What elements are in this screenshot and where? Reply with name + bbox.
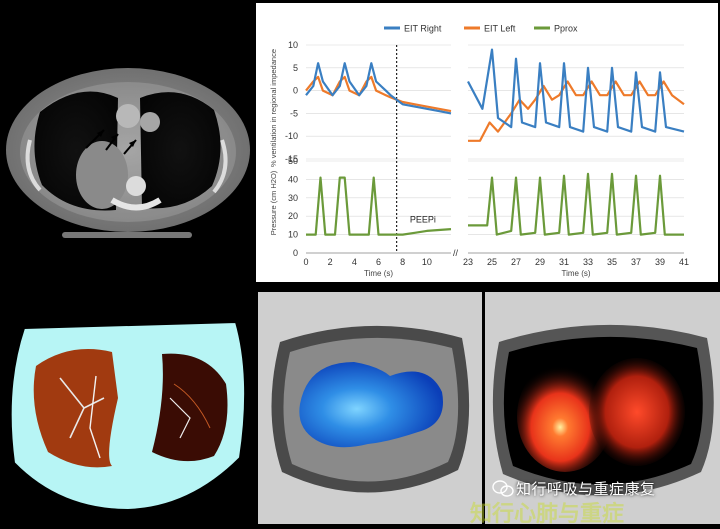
y-tick-label: 0	[293, 86, 298, 96]
x-tick-label: 41	[679, 257, 689, 267]
pprox-line	[468, 172, 684, 236]
legend-label: Pprox	[554, 24, 578, 34]
pprox-line	[306, 176, 452, 236]
axis-break-mark: //	[453, 248, 459, 258]
x-tick-label: 31	[559, 257, 569, 267]
y-tick-label: 0	[293, 248, 298, 258]
x-tick-label: 25	[487, 257, 497, 267]
y-tick-label: -5	[290, 108, 298, 118]
watermark-faded: 知行心肺与重症	[470, 502, 625, 527]
eit-pressure-charts: EIT Right EIT Left Pprox % ventilation in …	[256, 3, 718, 282]
y-tick-label: 40	[288, 174, 298, 184]
wechat-icon	[492, 480, 514, 497]
legend-entry: Pprox	[534, 24, 578, 34]
chart-legend: EIT Right EIT Left Pprox	[384, 24, 578, 34]
y-tick-label: 50	[288, 156, 298, 166]
eit-left-line	[305, 75, 452, 113]
y-tick-label: 10	[288, 230, 298, 240]
x-tick-label: 23	[463, 257, 473, 267]
legend-label: EIT Right	[404, 24, 442, 34]
eit-ventilation-image-red	[485, 292, 720, 524]
x-tick-label: 35	[607, 257, 617, 267]
watermark-text: 知行呼吸与重症康复	[516, 480, 656, 498]
y-tick-label: -10	[285, 131, 298, 141]
x-tick-label: 4	[352, 257, 357, 267]
y-tick-label: 5	[293, 63, 298, 73]
legend-entry: EIT Right	[384, 24, 442, 34]
eit-right-line	[467, 48, 685, 133]
x-tick-label: 10	[422, 257, 432, 267]
eit-ventilation-image-blue	[258, 292, 482, 524]
legend-label: EIT Left	[484, 24, 516, 34]
legend-entry: EIT Left	[464, 24, 516, 34]
peepi-annotation: PEEPi	[410, 215, 436, 225]
x-tick-label: 29	[535, 257, 545, 267]
x-axis-label: Time (s)	[364, 269, 393, 278]
top-ylabel: % ventilation in regional impedance	[269, 49, 278, 167]
x-tick-label: 0	[303, 257, 308, 267]
x-tick-label: 33	[583, 257, 593, 267]
bottom-ylabel: Pressure (cm H2O)	[269, 170, 278, 235]
y-tick-label: -15	[285, 154, 298, 164]
x-tick-label: 39	[655, 257, 665, 267]
x-tick-label: 2	[328, 257, 333, 267]
x-tick-label: 8	[400, 257, 405, 267]
x-tick-label: 37	[631, 257, 641, 267]
x-axis-label: Time (s)	[561, 269, 590, 278]
ct-scan-image	[0, 0, 254, 282]
x-tick-label: 6	[376, 257, 381, 267]
y-tick-label: 20	[288, 211, 298, 221]
y-tick-label: 30	[288, 193, 298, 203]
eit-right-line	[305, 62, 452, 115]
x-tick-label: 27	[511, 257, 521, 267]
y-tick-label: 10	[288, 40, 298, 50]
segmented-ct-image	[0, 288, 256, 524]
